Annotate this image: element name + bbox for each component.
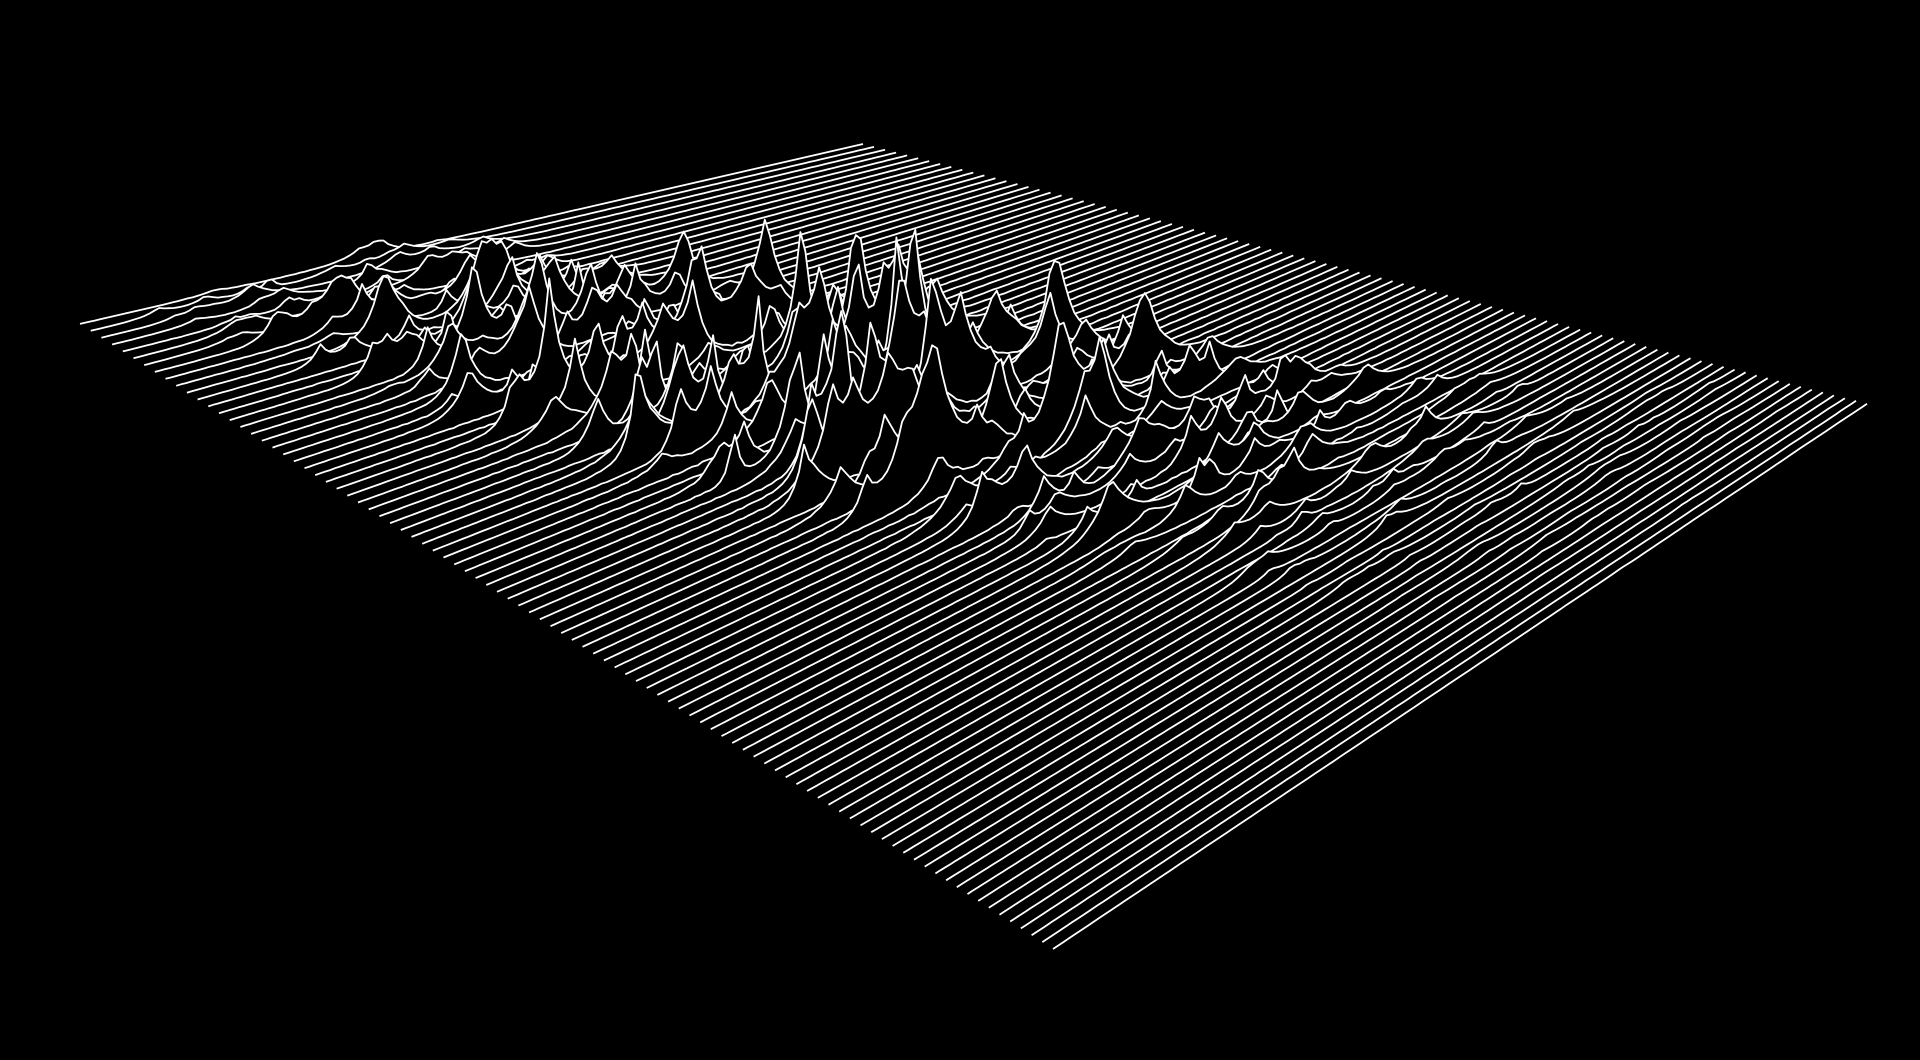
ridge-line	[967, 380, 1780, 895]
ridge-line	[379, 223, 1173, 518]
ridge-line	[860, 351, 1669, 827]
ridge-line	[881, 357, 1691, 840]
ridge-line	[1052, 403, 1868, 950]
ridge-line	[731, 317, 1537, 744]
ridge-occluder	[775, 329, 1581, 775]
ridge-line	[208, 177, 996, 408]
ridge-occluder	[817, 341, 1625, 802]
ridge-occluder	[1020, 395, 1834, 933]
ridge-line	[924, 368, 1736, 868]
ridge-line	[518, 260, 1316, 607]
ridge-line	[721, 314, 1526, 737]
ridge-line	[336, 211, 1129, 490]
ridge-line	[902, 363, 1713, 854]
ridge-occluder	[871, 355, 1680, 837]
ridge-line	[261, 191, 1051, 442]
ridge-line	[945, 374, 1758, 882]
ridge-occluder	[892, 361, 1702, 850]
ridge-line	[763, 326, 1570, 765]
ridge-occluder	[764, 326, 1570, 768]
ridge-line	[678, 303, 1482, 710]
ridge-occluder	[946, 375, 1757, 885]
ridge-line	[325, 208, 1118, 483]
ridge-line	[603, 283, 1404, 662]
ridge-line	[795, 334, 1603, 785]
ridge-line	[154, 163, 941, 373]
ridge-line	[913, 366, 1725, 861]
ridge-line	[817, 340, 1625, 799]
ridge-line	[977, 383, 1791, 902]
ridge-occluder	[935, 372, 1746, 878]
ridge-occluder	[967, 381, 1779, 899]
ridge-line	[934, 371, 1747, 875]
ridge-occluder	[978, 383, 1790, 905]
ridge-line	[368, 220, 1162, 511]
ridge-line	[122, 154, 908, 353]
ridge-occluder	[860, 352, 1669, 830]
ridge-occluder	[903, 363, 1713, 857]
ridge-line	[742, 320, 1548, 751]
ridge-line	[111, 151, 897, 346]
ridge-line	[785, 331, 1592, 779]
ridge-occluder	[881, 358, 1691, 844]
ridge-line	[870, 354, 1680, 833]
ridge-line	[892, 360, 1702, 847]
ridge-occluder	[1031, 398, 1845, 940]
ridge-occluder	[999, 389, 1812, 919]
ridge-line	[956, 377, 1769, 888]
ridge-line	[1041, 400, 1857, 943]
ridge-line	[849, 348, 1658, 820]
ridge-line	[806, 337, 1614, 792]
ridge-occluder	[956, 378, 1768, 892]
ridge-line	[101, 148, 886, 339]
ridge-line	[838, 346, 1647, 813]
ridge-occluder	[914, 366, 1724, 864]
ridge-occluder	[742, 321, 1547, 754]
ridge-line	[828, 343, 1636, 806]
ridge-line	[582, 277, 1382, 648]
ridge-occluder	[796, 335, 1603, 789]
ridge-lines	[79, 143, 1868, 953]
ridge-line	[421, 234, 1217, 545]
ridge-line	[1031, 397, 1846, 937]
ridge-occluder	[924, 369, 1735, 871]
ridge-line	[774, 328, 1581, 772]
ridge-occluder	[753, 324, 1559, 761]
ridge-line	[133, 157, 919, 360]
ridge-occluder	[785, 332, 1592, 782]
ridge-line	[1009, 391, 1824, 923]
ridge-line	[753, 323, 1559, 758]
ridge-line	[646, 294, 1449, 689]
ridge-line	[988, 385, 1802, 909]
ridge-occluder	[732, 318, 1536, 747]
ridge-occluder	[988, 386, 1801, 912]
ridge-line	[1020, 394, 1835, 930]
ridge-line	[79, 143, 864, 325]
ridge-occluder	[839, 346, 1647, 816]
ridge-occluder	[849, 349, 1658, 823]
ridge-line	[218, 180, 1007, 415]
ridge-line	[346, 214, 1140, 497]
ridge-line	[250, 188, 1040, 435]
ridge-line	[592, 280, 1393, 655]
ridge-line	[999, 388, 1813, 916]
